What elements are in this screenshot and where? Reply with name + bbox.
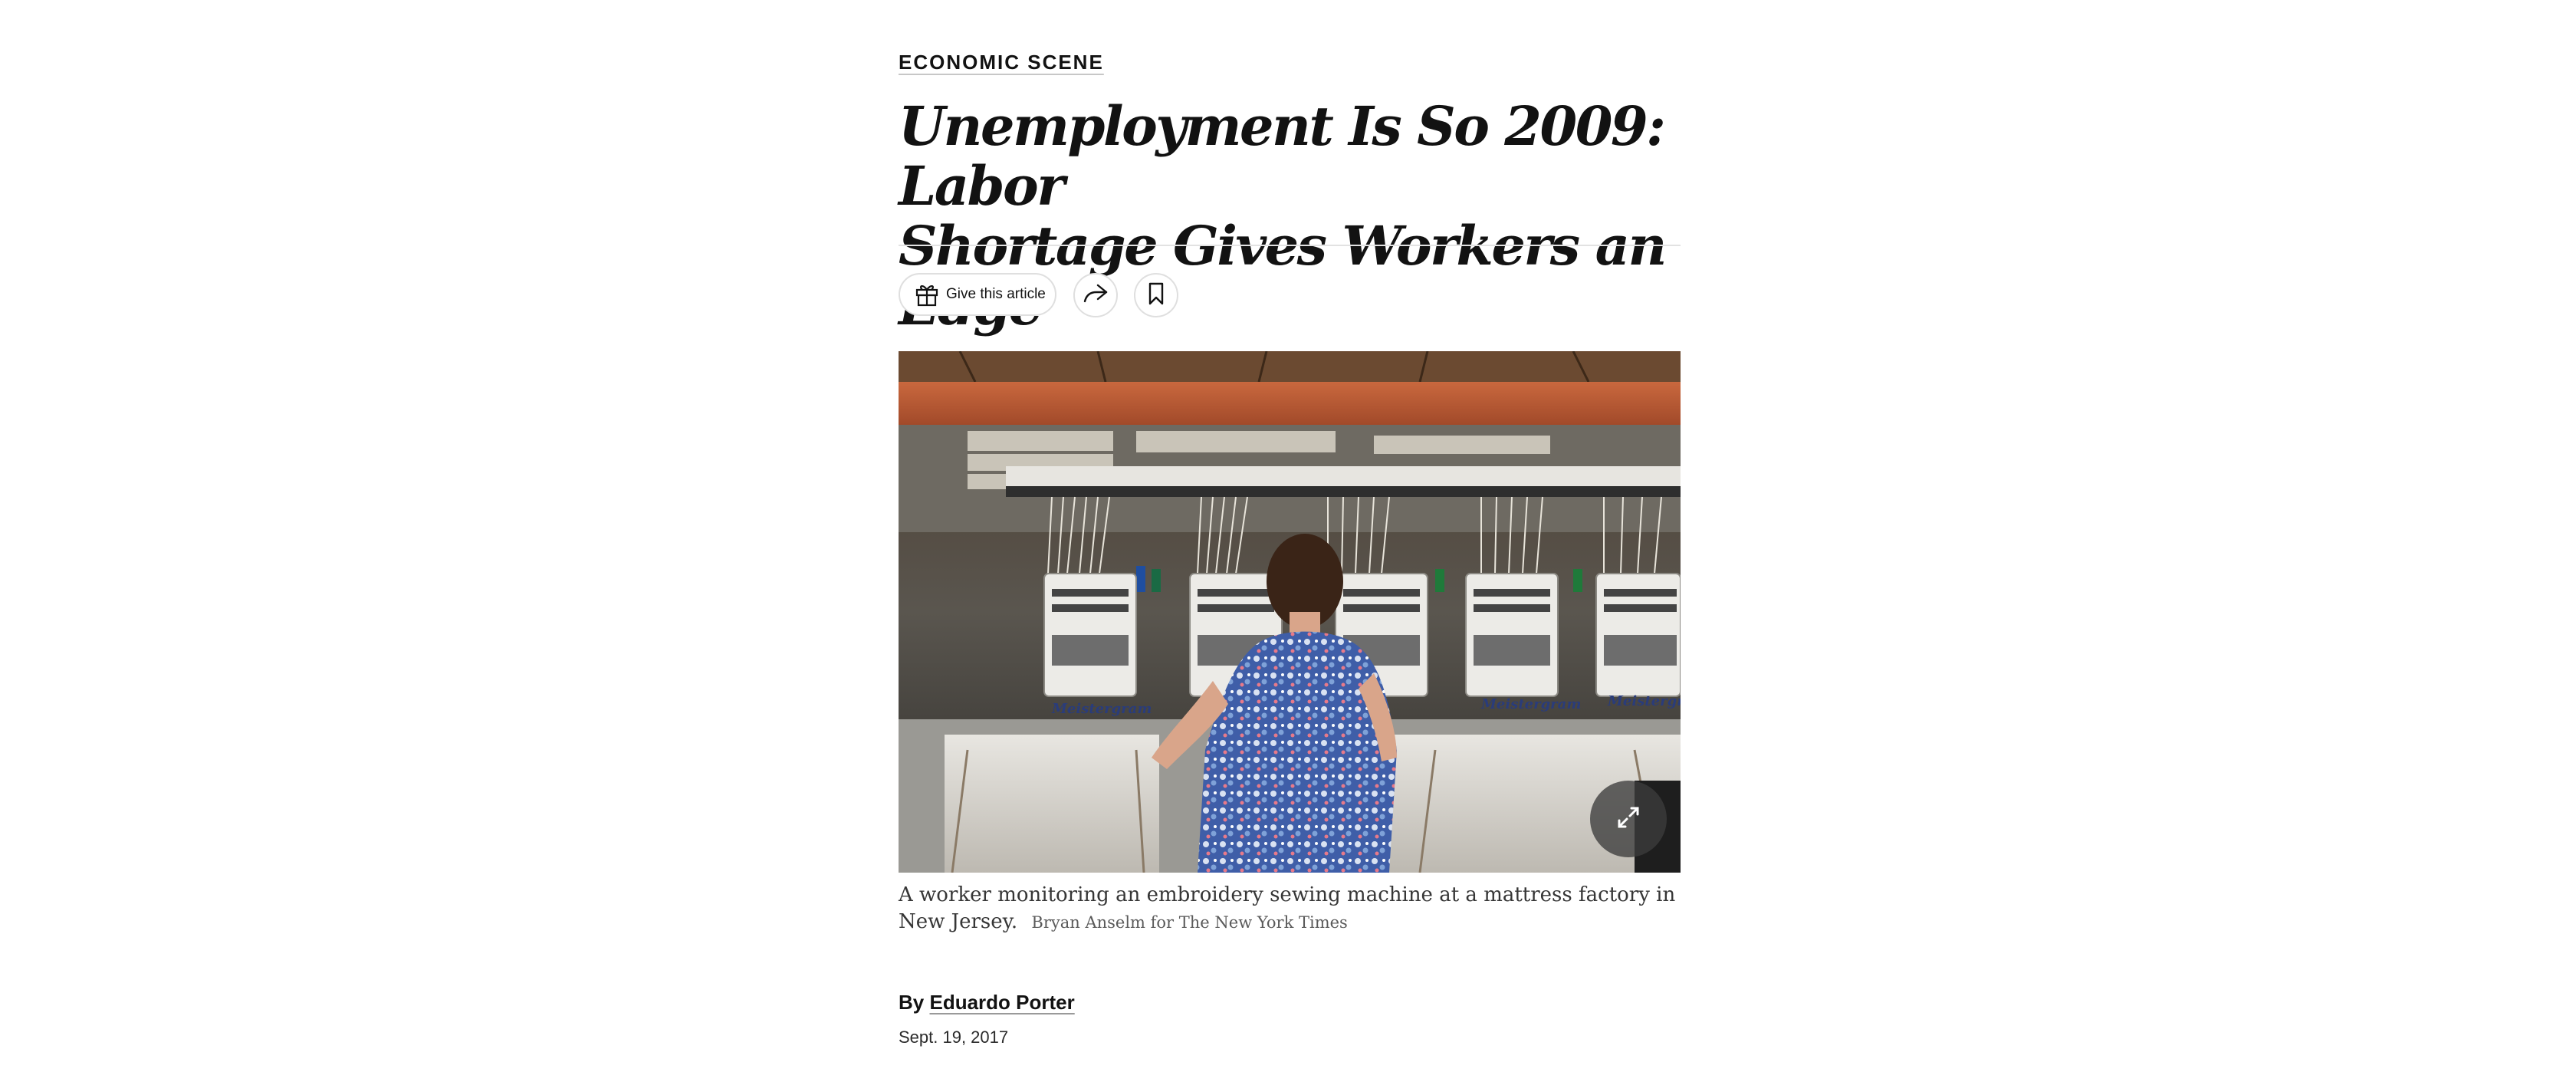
expand-photo-button[interactable] [1590, 781, 1667, 857]
byline-prefix: By [899, 991, 925, 1014]
machine-brand-label: Meistergram [1480, 696, 1581, 712]
factory-photo: Meistergram Meistergram Meistergram [899, 351, 1681, 873]
bookmark-icon [1147, 281, 1165, 310]
save-button[interactable] [1134, 273, 1178, 317]
expand-icon [1613, 802, 1644, 837]
article-toolbar: Give this article [899, 273, 1681, 319]
byline: By Eduardo Porter [899, 991, 1075, 1014]
photo-caption: A worker monitoring an embroidery sewing… [899, 882, 1681, 936]
gift-article-label: Give this article [946, 286, 1046, 302]
gift-icon [914, 281, 940, 307]
author-link[interactable]: Eduardo Porter [929, 991, 1075, 1014]
caption-text: A worker monitoring an embroidery sewing… [899, 883, 1676, 933]
header-divider [899, 245, 1681, 246]
section-kicker-link[interactable]: ECONOMIC SCENE [899, 51, 1104, 74]
lead-photo: Meistergram Meistergram Meistergram [899, 351, 1681, 873]
share-icon [1083, 282, 1109, 309]
gift-article-button[interactable]: Give this article [899, 273, 1056, 316]
publish-date: Sept. 19, 2017 [899, 1028, 1009, 1047]
photo-credit: Bryan Anselm for The New York Times [1031, 913, 1348, 932]
headline-line-1: Unemployment Is So 2009: Labor [899, 94, 1666, 218]
share-button[interactable] [1073, 273, 1118, 317]
machine-brand-label: Meistergram [1607, 693, 1681, 709]
machine-brand-label: Meistergram [1051, 701, 1152, 717]
